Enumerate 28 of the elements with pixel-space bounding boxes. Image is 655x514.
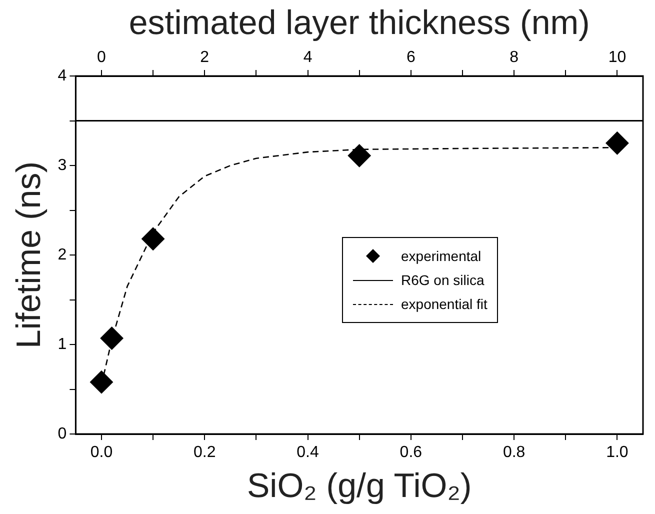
x2-axis-title: estimated layer thickness (nm): [128, 4, 590, 42]
point: [348, 144, 371, 168]
y-tick-label: 2: [58, 246, 67, 264]
x2-tick-label: 10: [608, 48, 626, 66]
y-tick-label: 0: [58, 425, 67, 442]
x2-tick-label: 8: [510, 48, 519, 66]
x-tick-label: 0.8: [502, 444, 526, 462]
x-axis-title: SiO₂ (g/g TiO₂): [246, 466, 472, 505]
x-tick-label: 1.0: [606, 444, 628, 462]
x-tick-label: 0.2: [194, 444, 216, 462]
legend-label: exponential fit: [401, 295, 488, 314]
x-tick-label: 0.0: [90, 444, 113, 462]
legend-label: experimental: [401, 247, 482, 266]
y-tick-label: 1: [58, 336, 67, 353]
y-tick-label: 3: [58, 156, 67, 174]
x-tick-label: 0.6: [400, 444, 422, 462]
point: [100, 326, 124, 350]
point: [142, 227, 165, 250]
x2-tick-label: 6: [406, 48, 416, 66]
y-tick-label: 4: [58, 67, 67, 84]
y-axis-title: Lifetime (ns): [10, 161, 48, 349]
x2-tick-label: 2: [200, 48, 210, 66]
point: [606, 132, 629, 155]
x2-tick-label: 0: [97, 48, 106, 66]
point: [90, 370, 113, 394]
x2-tick-label: 4: [303, 48, 312, 66]
x-tick-label: 0.4: [296, 444, 319, 462]
legend-label: R6G on silica: [401, 271, 484, 290]
